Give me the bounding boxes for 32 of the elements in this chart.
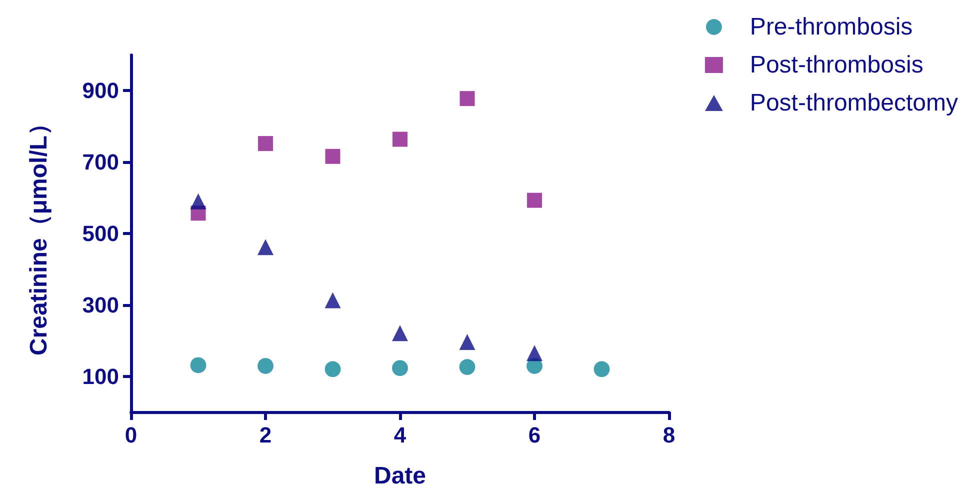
x-tick-label: 2 [259, 422, 272, 448]
point [258, 358, 274, 374]
x-tick-label: 0 [124, 422, 138, 448]
point [392, 360, 408, 376]
point [190, 193, 206, 210]
x-tick-label: 4 [394, 422, 407, 448]
y-tick-label: 100 [82, 364, 119, 389]
point [325, 148, 340, 164]
point [258, 136, 273, 152]
y-tick-label: 900 [82, 78, 119, 104]
point [459, 359, 476, 376]
y-tick-label: 300 [82, 292, 119, 318]
point [392, 132, 408, 147]
point [459, 334, 476, 350]
y-tick-label: 700 [82, 150, 119, 175]
legend-label: Pre-thrombosis [750, 14, 913, 40]
point [460, 91, 475, 106]
point [190, 357, 206, 374]
legend-label: Post-thrombosis [750, 52, 924, 78]
point [527, 192, 542, 208]
y-axis-title: Creatinine（μmol/L） [26, 111, 52, 356]
point [392, 325, 408, 342]
legend-label: Post-thrombectomy [750, 90, 958, 116]
point [258, 239, 274, 256]
point [324, 361, 341, 378]
x-axis-title: Date [374, 462, 426, 490]
point [526, 345, 542, 362]
x-tick-label: 6 [528, 422, 541, 448]
point [324, 292, 341, 308]
x-tick-label: 8 [662, 422, 676, 448]
point [594, 361, 610, 378]
y-tick-label: 500 [82, 221, 119, 246]
